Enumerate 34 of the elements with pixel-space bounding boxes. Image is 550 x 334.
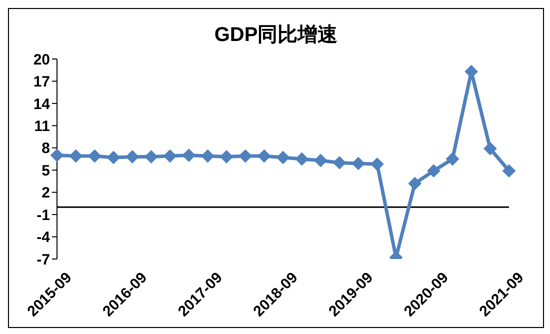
point	[408, 176, 422, 190]
point	[276, 151, 290, 164]
y-tick-label: 20	[33, 51, 50, 68]
point	[352, 156, 365, 170]
chart-title: GDP同比增速	[213, 23, 339, 48]
y-tick-label: 17	[33, 74, 50, 91]
point	[370, 158, 384, 171]
point	[333, 156, 346, 170]
point	[88, 150, 102, 163]
point	[50, 148, 64, 162]
y-tick-label: 8	[42, 140, 50, 158]
point	[484, 142, 497, 156]
y-tick-label: 11	[34, 118, 50, 135]
point	[314, 154, 328, 167]
y-tick-label: -7	[36, 251, 50, 268]
point	[69, 150, 82, 163]
point	[164, 150, 176, 163]
point	[258, 150, 271, 163]
point	[446, 152, 459, 166]
point	[502, 164, 516, 178]
y-tick-label: 5	[42, 162, 50, 180]
y-tick-label: 2	[42, 184, 50, 202]
point	[201, 150, 214, 163]
point	[295, 152, 308, 166]
point	[427, 164, 440, 178]
point	[126, 150, 139, 164]
point	[220, 150, 233, 164]
y-tick-label: 14	[33, 96, 51, 113]
point	[144, 150, 158, 164]
point	[182, 148, 196, 162]
point	[107, 151, 120, 164]
y-tick-label: -1	[36, 206, 50, 224]
y-tick-label: -4	[36, 229, 51, 246]
point	[238, 150, 252, 163]
